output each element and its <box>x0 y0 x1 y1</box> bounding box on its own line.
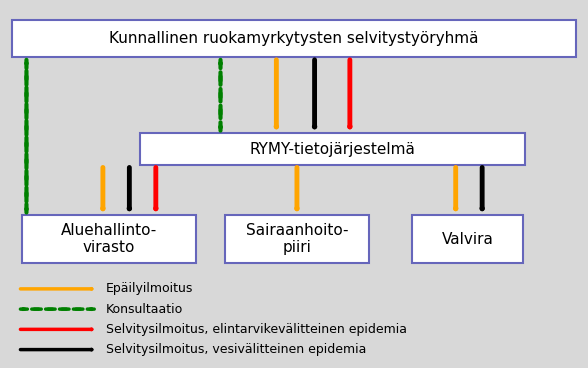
FancyBboxPatch shape <box>412 215 523 263</box>
FancyBboxPatch shape <box>139 134 524 165</box>
Text: Sairaanhoito-
piiri: Sairaanhoito- piiri <box>246 223 348 255</box>
Text: Epäilyilmoitus: Epäilyilmoitus <box>106 282 193 296</box>
Text: Konsultaatio: Konsultaatio <box>106 302 183 316</box>
FancyBboxPatch shape <box>12 20 576 57</box>
Text: Aluehallinto-
virasto: Aluehallinto- virasto <box>61 223 157 255</box>
FancyBboxPatch shape <box>22 215 195 263</box>
Text: Selvitysilmoitus, vesivälitteinen epidemia: Selvitysilmoitus, vesivälitteinen epidem… <box>106 343 366 356</box>
Text: RYMY-tietojärjestelmä: RYMY-tietojärjestelmä <box>249 142 415 156</box>
Text: Kunnallinen ruokamyrkytysten selvitystyöryhmä: Kunnallinen ruokamyrkytysten selvitystyö… <box>109 31 479 46</box>
FancyBboxPatch shape <box>225 215 369 263</box>
Text: Selvitysilmoitus, elintarvikevälitteinen epidemia: Selvitysilmoitus, elintarvikevälitteinen… <box>106 323 407 336</box>
Text: Valvira: Valvira <box>442 232 493 247</box>
